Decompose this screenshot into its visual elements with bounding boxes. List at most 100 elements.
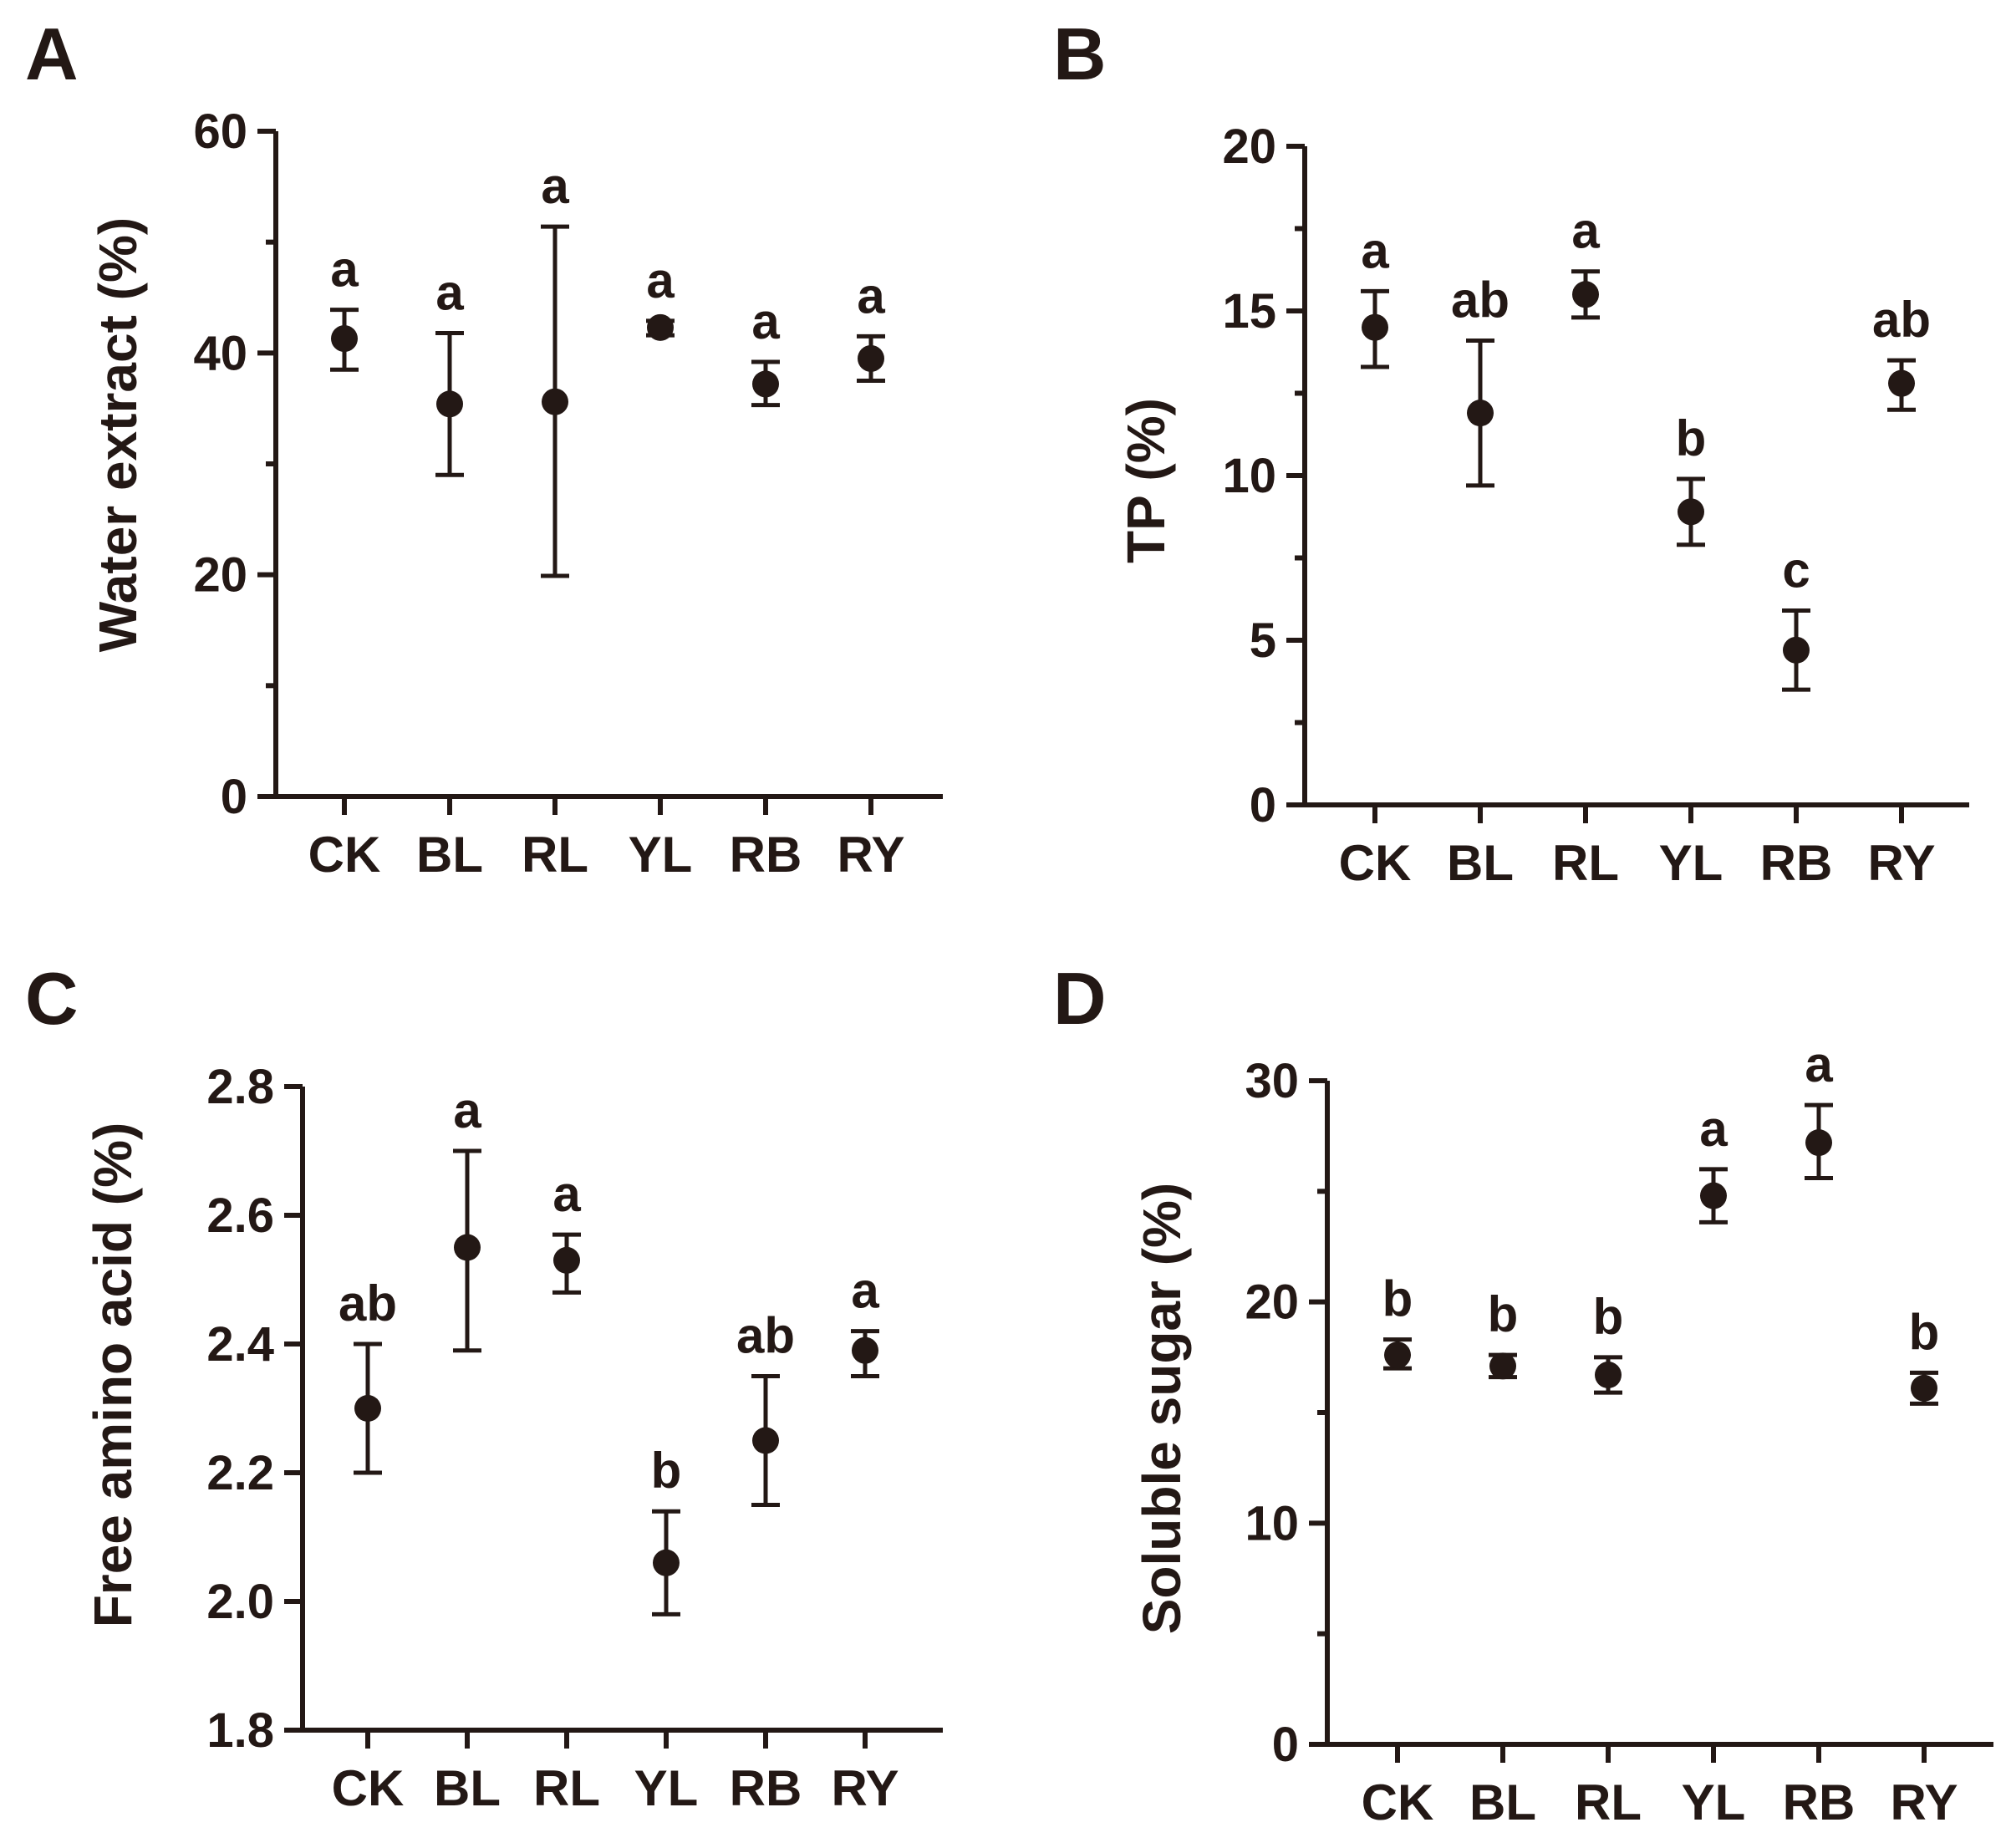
significance-letter: b [1382, 1271, 1413, 1327]
data-point [542, 388, 568, 415]
y-tick-label: 1.8 [206, 1703, 274, 1758]
significance-letter: a [851, 1263, 879, 1319]
y-tick-label: 0 [1272, 1718, 1299, 1772]
data-point [1384, 1341, 1411, 1369]
significance-letter: a [646, 252, 675, 308]
significance-letter: a [1805, 1036, 1833, 1092]
x-tick-label: RY [1867, 835, 1935, 891]
data-point [1700, 1182, 1727, 1209]
y-axis-title: Water extract (%) [88, 217, 148, 652]
data-point [354, 1395, 381, 1422]
panel-letter: B [1053, 13, 1107, 95]
x-tick-label: RB [730, 1760, 802, 1816]
data-point [331, 325, 358, 353]
significance-letter: b [1676, 410, 1707, 466]
panel-letter: D [1053, 957, 1107, 1040]
y-tick-label: 2.0 [206, 1575, 274, 1629]
significance-letter: ab [339, 1275, 397, 1331]
y-tick-label: 20 [1245, 1275, 1299, 1330]
data-point [1595, 1362, 1622, 1389]
y-tick-label: 15 [1222, 284, 1276, 339]
x-tick-label: RB [730, 827, 802, 883]
x-tick-label: RB [1760, 835, 1833, 891]
significance-letter: a [552, 1166, 581, 1222]
significance-letter: a [1699, 1101, 1728, 1157]
significance-letter: ab [1451, 272, 1510, 328]
data-point [436, 390, 463, 418]
panel-letter: C [25, 957, 79, 1040]
x-tick-label: BL [1447, 835, 1514, 891]
x-tick-label: CK [332, 1760, 405, 1816]
significance-letter: a [435, 264, 464, 320]
data-point [1362, 313, 1388, 341]
x-tick-label: BL [1469, 1774, 1536, 1830]
y-tick-label: 30 [1245, 1054, 1299, 1108]
y-axis-title: TP (%) [1116, 398, 1176, 563]
y-tick-label: 0 [221, 770, 247, 824]
significance-letter: b [651, 1443, 682, 1499]
significance-letter: b [1909, 1304, 1940, 1360]
x-tick-label: YL [629, 827, 693, 883]
y-tick-label: 5 [1250, 613, 1276, 668]
y-axis-title: Free amino acid (%) [83, 1123, 143, 1628]
data-point [1678, 498, 1704, 526]
y-tick-label: 2.8 [206, 1060, 274, 1114]
y-tick-label: 10 [1222, 449, 1276, 503]
y-tick-label: 20 [1222, 120, 1276, 174]
x-tick-label: RY [1890, 1774, 1958, 1830]
x-tick-label: RL [1552, 835, 1619, 891]
y-tick-label: 2.4 [206, 1317, 274, 1372]
data-point [653, 1549, 680, 1576]
significance-letter: c [1782, 542, 1810, 598]
data-point [1783, 636, 1810, 664]
significance-letter: a [751, 293, 780, 349]
y-tick-label: 20 [193, 548, 247, 603]
x-tick-label: YL [1659, 835, 1723, 891]
data-point [752, 370, 779, 398]
x-tick-label: RL [522, 827, 588, 883]
x-tick-label: RL [533, 1760, 600, 1816]
data-point [1489, 1352, 1516, 1380]
x-tick-label: CK [1339, 835, 1412, 891]
data-point [1911, 1374, 1937, 1402]
x-tick-label: CK [1362, 1774, 1434, 1830]
data-point [553, 1246, 580, 1274]
data-point [858, 344, 884, 372]
x-tick-label: BL [434, 1760, 501, 1816]
significance-letter: a [330, 242, 359, 298]
x-tick-label: BL [416, 827, 483, 883]
y-axis-title: Soluble sugar (%) [1132, 1183, 1192, 1635]
chart-panel-a: A 0 20 40 60 Water extract (%) CK a BL a RL a YL a RB a… [25, 13, 943, 883]
y-tick-label: 60 [193, 104, 247, 159]
x-tick-label: YL [1682, 1774, 1746, 1830]
significance-letter: a [1571, 203, 1600, 259]
significance-letter: a [453, 1082, 481, 1138]
y-tick-label: 40 [193, 326, 247, 380]
significance-letter: ab [1872, 292, 1931, 348]
data-point [1572, 281, 1599, 308]
y-tick-label: 10 [1245, 1496, 1299, 1550]
panel-letter: A [25, 13, 79, 95]
x-tick-label: RL [1575, 1774, 1642, 1830]
chart-panel-c: C 1.8 2.0 2.2 2.4 2.6 2.8 Free amino acid (%) CK… [25, 957, 943, 1816]
data-point [852, 1336, 878, 1364]
x-tick-label: YL [634, 1760, 699, 1816]
significance-letter: a [541, 158, 569, 214]
x-tick-label: RY [831, 1760, 899, 1816]
significance-letter: b [1593, 1289, 1624, 1345]
data-point [1805, 1129, 1832, 1157]
significance-letter: b [1488, 1286, 1519, 1342]
data-point [454, 1234, 481, 1261]
data-point [1467, 400, 1494, 427]
x-tick-label: RB [1783, 1774, 1856, 1830]
y-tick-label: 2.2 [206, 1446, 274, 1500]
data-point [647, 313, 674, 341]
chart-panel-d: D 0 10 20 30 Soluble sugar (%) CK b BL b RL b YL a RB a… [1053, 957, 1993, 1830]
data-point [752, 1427, 779, 1454]
y-tick-label: 2.6 [206, 1189, 274, 1243]
significance-letter: a [857, 267, 885, 323]
x-tick-label: CK [308, 827, 381, 883]
chart-panel-b: B 0 5 10 15 20 TP (%) CK a BL ab RL a YL b RB c RY ab [1053, 13, 1969, 891]
x-tick-label: RY [837, 827, 904, 883]
